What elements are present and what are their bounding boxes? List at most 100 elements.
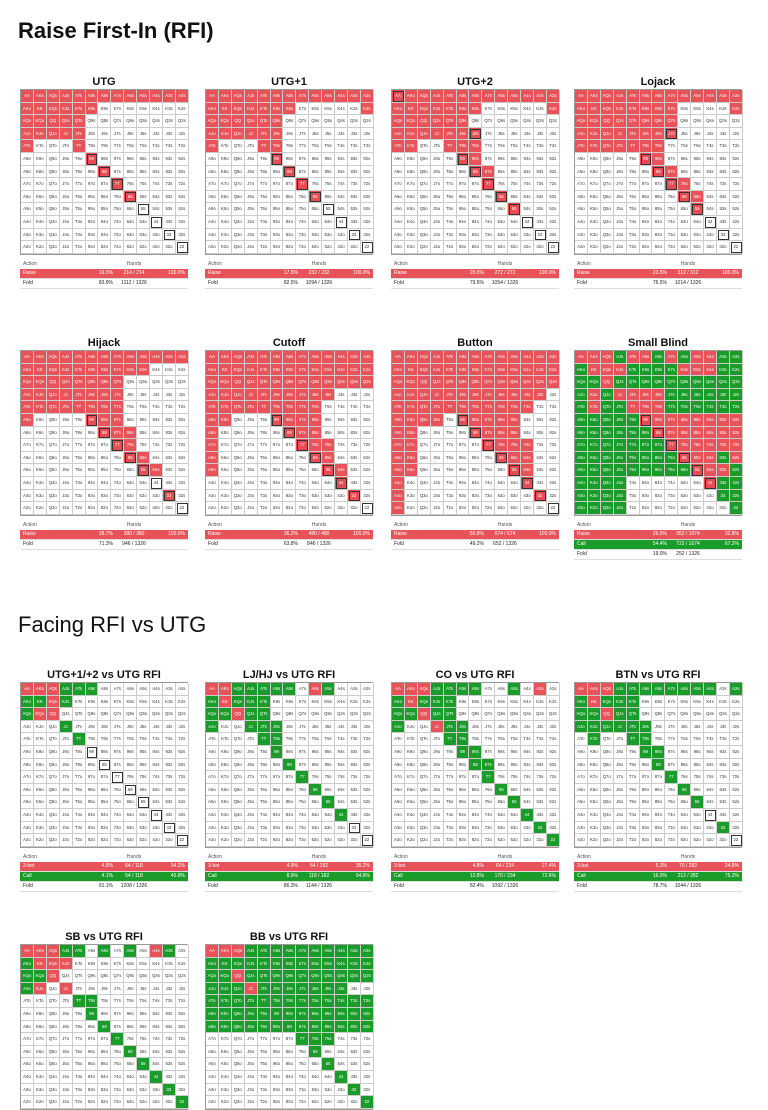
hand-cell[interactable]: AKs	[587, 90, 601, 103]
hand-cell[interactable]: K6s	[309, 363, 323, 377]
hand-cell[interactable]: K8s	[98, 363, 112, 377]
hand-cell[interactable]: KQs	[417, 102, 431, 116]
hand-cell[interactable]: 65s	[322, 190, 336, 204]
hand-cell[interactable]: A6o	[575, 783, 588, 797]
hand-cell[interactable]: 73s	[716, 439, 730, 452]
hand-cell[interactable]: A3o	[21, 1083, 34, 1097]
hand-cell[interactable]: J9s	[270, 982, 284, 996]
hand-cell[interactable]: Q9s	[639, 115, 653, 128]
hand-cell[interactable]: Q2o	[417, 241, 431, 254]
hand-cell[interactable]: 53o	[322, 1083, 336, 1097]
hand-cell[interactable]: Q2s	[360, 708, 374, 721]
hand-cell[interactable]: J3s	[347, 388, 361, 402]
hand-cell[interactable]: Q5o	[46, 1058, 60, 1071]
hand-cell[interactable]: J4o	[244, 1070, 258, 1084]
hand-cell[interactable]: 63o	[309, 228, 323, 242]
hand-cell[interactable]: K6o	[404, 783, 418, 797]
hand-cell[interactable]: J8o	[613, 426, 627, 440]
hand-cell[interactable]: AKs	[587, 351, 601, 364]
hand-cell[interactable]: Q5o	[417, 203, 431, 216]
hand-cell[interactable]: 43o	[150, 489, 163, 503]
hand-cell[interactable]: 75o	[482, 796, 496, 809]
hand-cell[interactable]: 92o	[270, 502, 284, 515]
hand-cell[interactable]: J9o	[59, 152, 73, 166]
hand-cell[interactable]: Q4o	[600, 215, 614, 229]
hand-cell[interactable]: 88	[98, 165, 112, 179]
hand-cell[interactable]: J9s	[639, 388, 653, 402]
hand-cell[interactable]: T4o	[257, 476, 271, 490]
hand-cell[interactable]: 92o	[639, 502, 653, 515]
hand-cell[interactable]: 92o	[85, 834, 99, 847]
hand-cell[interactable]: 98s	[469, 745, 483, 759]
hand-cell[interactable]: 62s	[360, 451, 374, 465]
hand-cell[interactable]: J8s	[283, 388, 297, 402]
hand-cell[interactable]: A9o	[575, 152, 588, 166]
hand-cell[interactable]: 93s	[347, 745, 361, 759]
hand-cell[interactable]: T3s	[347, 733, 361, 746]
hand-cell[interactable]: 74o	[111, 808, 125, 822]
hand-cell[interactable]: K4s	[521, 695, 534, 709]
hand-cell[interactable]: Q7o	[46, 178, 60, 191]
hand-cell[interactable]: 94s	[521, 413, 534, 427]
hand-cell[interactable]: T3o	[72, 228, 86, 242]
hand-cell[interactable]: 74s	[521, 178, 534, 191]
hand-cell[interactable]: 82o	[469, 241, 483, 254]
hand-cell[interactable]: KTs	[72, 363, 86, 377]
hand-cell[interactable]: A7s	[665, 351, 679, 364]
hand-cell[interactable]: A8s	[283, 351, 297, 364]
hand-cell[interactable]: K6s	[124, 957, 138, 971]
hand-cell[interactable]: J4s	[704, 127, 717, 141]
hand-cell[interactable]: JJ	[244, 388, 258, 402]
hand-cell[interactable]: 77	[482, 771, 496, 784]
hand-cell[interactable]: K3o	[404, 228, 418, 242]
hand-cell[interactable]: T3s	[162, 995, 176, 1008]
hand-cell[interactable]: A2o	[392, 502, 405, 515]
hand-cell[interactable]: 55	[322, 203, 336, 216]
hand-cell[interactable]: J3s	[162, 127, 176, 141]
hand-cell[interactable]: 83o	[652, 228, 666, 242]
hand-cell[interactable]: K2o	[218, 834, 232, 847]
hand-cell[interactable]: 83o	[283, 489, 297, 503]
hand-cell[interactable]: 88	[283, 165, 297, 179]
hand-cell[interactable]: K2s	[360, 695, 374, 709]
hand-cell[interactable]: T2s	[360, 995, 374, 1008]
hand-cell[interactable]: J9o	[244, 745, 258, 759]
hand-cell[interactable]: ATs	[72, 683, 86, 696]
hand-cell[interactable]: 96o	[270, 1045, 284, 1059]
hand-cell[interactable]: 72o	[296, 241, 310, 254]
hand-cell[interactable]: K2o	[33, 502, 47, 515]
hand-cell[interactable]: A5s	[137, 945, 151, 958]
hand-cell[interactable]: 84s	[704, 758, 717, 772]
hand-cell[interactable]: 73s	[716, 178, 730, 191]
hand-cell[interactable]: 76o	[482, 451, 496, 465]
hand-cell[interactable]: J3o	[244, 1083, 258, 1097]
hand-cell[interactable]: 62s	[360, 1045, 374, 1059]
hand-cell[interactable]: AJo	[206, 720, 219, 734]
hand-cell[interactable]: A5o	[21, 1058, 34, 1071]
hand-cell[interactable]: K2s	[360, 102, 374, 116]
hand-cell[interactable]: J8s	[652, 127, 666, 141]
hand-cell[interactable]: 85s	[137, 165, 151, 179]
hand-cell[interactable]: Q8o	[46, 426, 60, 440]
hand-cell[interactable]: J8o	[244, 426, 258, 440]
hand-cell[interactable]: KK	[587, 102, 601, 116]
hand-cell[interactable]: 73s	[162, 771, 176, 784]
hand-cell[interactable]: K8o	[33, 758, 47, 772]
hand-cell[interactable]: K5o	[218, 1058, 232, 1071]
hand-cell[interactable]: A5s	[508, 683, 522, 696]
hand-cell[interactable]: A3o	[206, 1083, 219, 1097]
hand-cell[interactable]: K8s	[283, 957, 297, 971]
hand-cell[interactable]: 33	[347, 1083, 361, 1097]
hand-cell[interactable]: K4s	[704, 695, 717, 709]
hand-cell[interactable]: T4s	[521, 733, 534, 746]
hand-cell[interactable]: K8o	[218, 165, 232, 179]
hand-cell[interactable]: 42o	[335, 1096, 348, 1109]
hand-cell[interactable]: J5s	[137, 720, 151, 734]
hand-cell[interactable]: 96s	[309, 745, 323, 759]
hand-cell[interactable]: 62o	[309, 241, 323, 254]
hand-cell[interactable]: 87o	[469, 178, 483, 191]
hand-cell[interactable]: 93s	[533, 152, 547, 166]
hand-cell[interactable]: A4o	[575, 808, 588, 822]
hand-cell[interactable]: K2s	[360, 957, 374, 971]
hand-cell[interactable]: 97s	[111, 152, 125, 166]
